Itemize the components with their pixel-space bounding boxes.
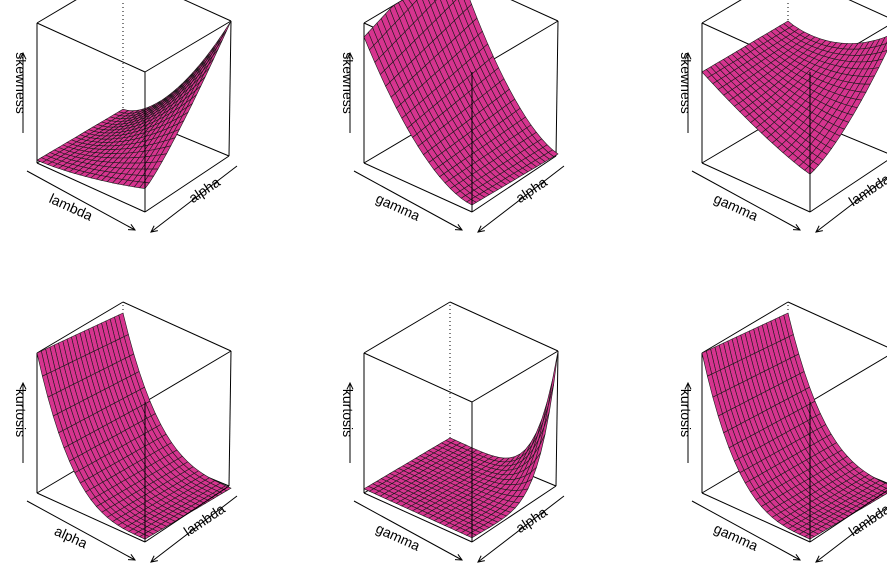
y-axis-arrow <box>477 495 565 563</box>
box-edge <box>701 0 742 24</box>
x-axis-arrow-head <box>792 554 802 561</box>
z-axis-arrow-head <box>19 381 27 390</box>
z-axis-label: skewness <box>678 52 694 113</box>
z-axis-arrow-head <box>684 51 692 60</box>
box-edge <box>363 352 473 403</box>
x-axis-arrow <box>353 170 463 231</box>
y-axis-arrow <box>150 495 238 563</box>
x-axis-arrow <box>691 500 801 561</box>
box-edge <box>363 162 473 213</box>
surface-facet <box>548 350 559 406</box>
box-edge <box>471 350 559 403</box>
box-edge <box>363 0 404 24</box>
y-axis-arrow <box>150 165 238 233</box>
y-axis-label: alpha <box>186 174 224 206</box>
y-axis-arrow-head <box>477 555 485 563</box>
y-axis-arrow-head <box>815 225 823 233</box>
box-edge <box>228 20 232 157</box>
x-axis-arrow <box>26 170 136 231</box>
z-axis-label: kurtosis <box>340 389 356 437</box>
x-axis-arrow <box>353 500 463 561</box>
y-axis-arrow-head <box>150 555 158 563</box>
y-axis-arrow <box>477 165 565 233</box>
box-edge <box>555 20 559 157</box>
x-axis-arrow-head <box>127 554 137 561</box>
box-edge <box>36 0 77 24</box>
y-axis-arrow <box>815 506 887 563</box>
y-axis-arrow-head <box>150 225 158 233</box>
z-axis-label: kurtosis <box>678 389 694 437</box>
box-edge <box>701 162 811 213</box>
box-edge <box>36 162 146 213</box>
box-edge <box>228 350 232 487</box>
surface-mesh <box>363 0 559 206</box>
box-edge <box>809 160 887 213</box>
box-edge <box>36 22 146 73</box>
surface-mesh <box>701 312 887 540</box>
surface-mesh <box>36 312 232 540</box>
box-edge <box>183 0 232 22</box>
box-edge <box>555 350 559 487</box>
box-edge <box>471 485 557 543</box>
z-axis-label: skewness <box>340 52 356 113</box>
surface-facet <box>138 533 150 540</box>
box-edge <box>471 155 557 213</box>
z-axis-label: kurtosis <box>13 389 29 437</box>
box-edge <box>363 301 451 354</box>
x-axis-arrow <box>691 170 801 231</box>
surface-facet <box>466 199 477 206</box>
box-edge <box>449 301 559 352</box>
x-axis-arrow-head <box>454 224 464 231</box>
x-axis-arrow-head <box>454 554 464 561</box>
surface-facet <box>543 384 554 428</box>
y-axis-label: alpha <box>513 504 551 536</box>
surface-facet <box>216 30 227 48</box>
surface-mesh <box>36 20 232 189</box>
surface-facet <box>139 181 150 189</box>
x-axis-arrow-head <box>792 224 802 231</box>
z-axis-arrow-head <box>19 51 27 60</box>
z-axis-arrow-head <box>684 381 692 390</box>
box-edge <box>363 492 473 543</box>
box-edge <box>144 20 232 73</box>
surface-facet <box>804 165 815 175</box>
box-edge <box>809 490 887 543</box>
box-edge <box>848 0 887 18</box>
y-axis-label: lambda <box>846 170 887 209</box>
x-axis-label: alpha <box>52 523 90 552</box>
box-edge <box>701 301 789 354</box>
box-edge <box>144 155 230 213</box>
box-edge <box>144 485 230 543</box>
surface-facet <box>803 533 815 540</box>
surface-mesh <box>363 350 559 539</box>
box-edge <box>510 0 559 22</box>
z-axis-arrow-head <box>346 381 354 390</box>
box-edge <box>787 301 887 348</box>
box-edge <box>809 355 887 403</box>
y-axis-arrow-head <box>477 225 485 233</box>
box-edge <box>701 492 811 543</box>
z-axis-arrow-head <box>346 51 354 60</box>
surface-mesh <box>701 20 887 175</box>
box-edge <box>36 492 146 543</box>
y-axis-label: alpha <box>513 174 551 206</box>
y-axis-arrow-head <box>815 555 823 563</box>
surface-facet <box>465 532 477 539</box>
box-edge <box>144 350 232 403</box>
box-edge <box>122 301 232 352</box>
y-axis-arrow <box>815 176 887 233</box>
x-axis-arrow <box>26 500 136 561</box>
z-axis-label: skewness <box>13 52 29 113</box>
box-edge <box>36 301 124 354</box>
x-axis-arrow-head <box>127 224 137 231</box>
